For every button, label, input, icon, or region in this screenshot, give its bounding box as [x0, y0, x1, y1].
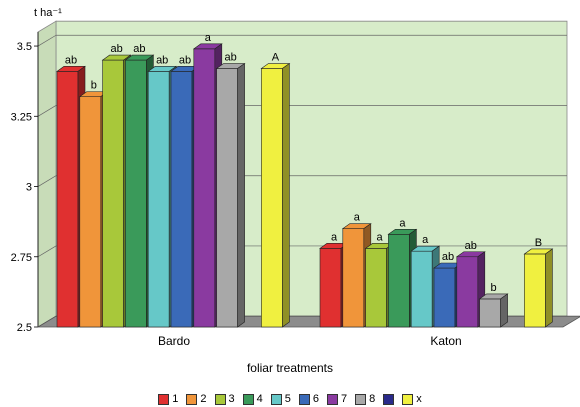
bar-bardo-x-significance-label: A	[272, 52, 280, 64]
legend-item-x: x	[402, 393, 422, 405]
bar-bardo-5	[147, 71, 170, 328]
legend-swatch	[270, 393, 282, 405]
legend-label: 7	[341, 393, 348, 405]
legend-swatch	[214, 393, 226, 405]
plot-side-wall	[37, 20, 57, 328]
gridline-diag-3	[37, 105, 57, 117]
x-category-label-katon: Katon	[430, 334, 461, 348]
legend-label: 1	[172, 393, 179, 405]
bar-bardo-7	[193, 48, 216, 328]
bar-bardo-2	[79, 96, 102, 328]
bar-bardo-1-significance-label: ab	[65, 54, 77, 66]
legend-label: 8	[369, 393, 376, 405]
legend-swatch	[402, 393, 414, 405]
bar-katon-8	[479, 298, 501, 328]
legend-swatch	[242, 393, 254, 405]
legend-item-3: 3	[214, 393, 235, 405]
bar-bardo-x-side	[282, 62, 290, 328]
y-tick-label-3: 3.25	[11, 111, 32, 123]
bar-bardo-8-side	[237, 62, 245, 328]
bar-katon-6	[433, 267, 456, 328]
legend-swatch	[383, 393, 395, 405]
legend-item-5: 5	[270, 393, 291, 405]
bar-katon-2	[342, 228, 365, 328]
bar-katon-4-significance-label: a	[399, 217, 406, 229]
legend-label: 4	[256, 393, 263, 405]
bar-bardo-2-significance-label: b	[91, 80, 97, 92]
y-tick-label-2: 3	[26, 182, 32, 194]
legend-item-2: 2	[186, 393, 207, 405]
bar-katon-x	[524, 253, 546, 328]
bar-bardo-4	[125, 59, 147, 328]
bar-bardo-6	[170, 71, 193, 328]
bar-katon-7	[456, 256, 479, 328]
bar-bardo-3	[102, 59, 124, 328]
y-tick-label-0: 2.5	[17, 322, 32, 334]
bar-bardo-6-significance-label: ab	[179, 54, 191, 66]
legend-label: 6	[312, 393, 319, 405]
bar-katon-x-significance-label: B	[535, 237, 542, 249]
bar-bardo-x	[261, 68, 283, 328]
legend-swatch	[158, 393, 170, 405]
bar-katon-x-side	[545, 248, 553, 328]
x-axis-title: foliar treatments	[246, 361, 334, 375]
gridline-diag-2	[37, 175, 57, 187]
legend: 1 2 3 4 5 6 7 8 x	[0, 392, 580, 406]
bar-katon-3-significance-label: a	[377, 231, 384, 243]
bar-katon-5	[410, 250, 433, 328]
bar-bardo-7-significance-label: a	[205, 32, 212, 44]
bar-katon-3	[365, 248, 387, 328]
y-tick-label-1: 2.75	[11, 252, 32, 264]
bar-bardo-4-significance-label: ab	[133, 43, 145, 55]
gridline-diag-4	[37, 34, 57, 47]
legend-label: x	[416, 393, 422, 405]
bar-bardo-1	[56, 71, 79, 328]
legend-swatch	[298, 393, 310, 405]
legend-item-1: 1	[158, 393, 178, 405]
legend-swatch	[327, 393, 338, 405]
legend-label: 5	[284, 393, 291, 405]
legend-item-8: 8	[355, 393, 375, 405]
legend-item-4: 4	[242, 393, 263, 405]
legend-item-blank	[383, 393, 395, 405]
bar-katon-8-side	[500, 293, 508, 328]
bar-bardo-8	[216, 68, 238, 328]
bar-katon-7-significance-label: ab	[465, 240, 477, 252]
x-category-label-bardo: Bardo	[158, 334, 190, 348]
bar-katon-1	[319, 248, 342, 328]
bar-katon-8-significance-label: b	[491, 282, 497, 294]
legend-label: 3	[228, 393, 235, 405]
legend-item-7: 7	[327, 393, 347, 405]
y-unit-label: t ha⁻¹	[34, 7, 62, 19]
bar-bardo-5-significance-label: ab	[156, 54, 168, 66]
bar-bardo-8-significance-label: ab	[224, 52, 236, 64]
bar-katon-2-significance-label: a	[354, 212, 361, 224]
legend-item-6: 6	[298, 393, 319, 405]
legend-label: 2	[200, 393, 207, 405]
legend-swatch	[186, 393, 198, 405]
bar-bardo-3-significance-label: ab	[110, 43, 122, 55]
gridline-diag-1	[37, 245, 57, 258]
bar-katon-6-significance-label: ab	[442, 251, 454, 263]
bar-katon-5-significance-label: a	[422, 234, 429, 246]
legend-swatch	[355, 393, 367, 405]
bar-katon-4	[388, 233, 410, 328]
bar-katon-1-significance-label: a	[331, 231, 338, 243]
y-tick-label-4: 3.5	[17, 41, 32, 53]
